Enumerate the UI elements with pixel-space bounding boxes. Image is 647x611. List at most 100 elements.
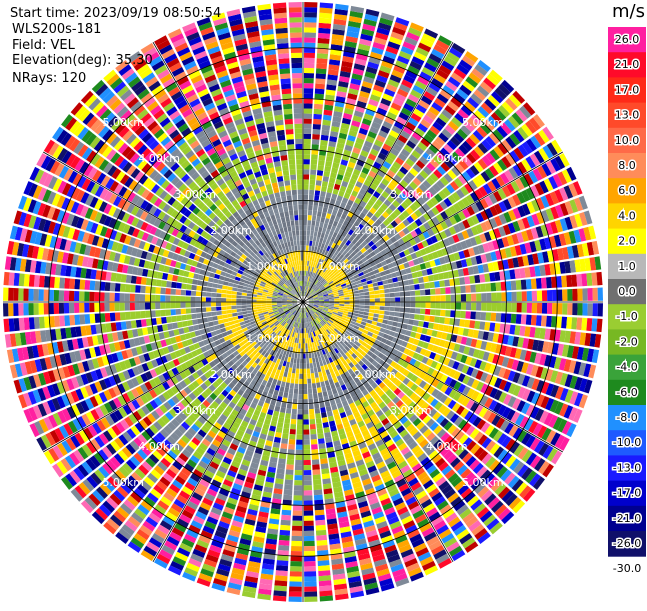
gate-cell <box>339 350 345 356</box>
gate-cell <box>281 438 289 445</box>
gate-cell <box>489 522 503 535</box>
gate-cell <box>382 474 393 484</box>
gate-cell <box>351 476 361 484</box>
gate-cell <box>335 326 341 332</box>
gate-cell <box>375 378 383 386</box>
gate-cell <box>318 371 323 378</box>
gate-cell <box>333 360 339 366</box>
gate-cell <box>344 302 350 305</box>
gate-cell <box>319 302 325 305</box>
gate-cell <box>381 417 390 426</box>
gate-cell <box>360 321 367 326</box>
gate-cell <box>227 282 234 287</box>
gate-cell <box>380 470 391 479</box>
gate-cell <box>320 327 325 333</box>
gate-cell <box>74 279 81 290</box>
gate-cell <box>303 399 308 405</box>
gate-cell <box>218 323 225 329</box>
gate-cell <box>324 431 332 439</box>
gate-cell <box>470 499 483 511</box>
gate-cell <box>405 342 413 350</box>
gate-cell <box>543 412 554 426</box>
gate-cell <box>391 470 402 479</box>
gate-cell <box>289 586 302 592</box>
gate-cell <box>303 348 306 354</box>
gate-cell <box>303 510 314 516</box>
gate-cell <box>212 278 219 284</box>
gate-cell <box>308 398 314 405</box>
gate-cell <box>369 389 377 397</box>
gate-cell <box>372 452 382 460</box>
gate-cell <box>226 298 232 302</box>
gate-cell <box>363 417 372 425</box>
gate-cell <box>443 537 458 549</box>
gate-cell <box>347 349 354 356</box>
gate-cell <box>354 322 361 327</box>
gate-cell <box>69 278 76 290</box>
gate-cell <box>139 294 146 302</box>
gate-cell <box>104 302 110 312</box>
gate-cell <box>18 303 24 316</box>
gate-cell <box>394 371 402 379</box>
gate-cell <box>475 370 484 380</box>
gate-cell <box>574 331 582 345</box>
gate-cell <box>389 353 396 361</box>
gate-cell <box>511 478 524 492</box>
gate-cell <box>407 500 420 511</box>
gate-cell <box>443 450 454 461</box>
gate-cell <box>79 279 86 290</box>
gate-cell <box>512 336 520 347</box>
gate-cell <box>290 551 302 557</box>
gate-cell <box>424 531 437 542</box>
gate-cell <box>392 321 399 327</box>
gate-cell <box>283 423 290 429</box>
gate-cell <box>409 313 415 320</box>
gate-cell <box>231 291 237 295</box>
gate-cell <box>197 280 203 286</box>
gate-cell <box>319 448 327 455</box>
gate-cell <box>341 536 353 544</box>
gate-cell <box>330 361 336 368</box>
gate-cell <box>307 322 310 328</box>
gate-cell <box>175 295 181 302</box>
gate-cell <box>368 497 379 506</box>
gate-cell <box>145 277 152 286</box>
gate-cell <box>297 348 301 354</box>
gate-cell <box>473 503 486 515</box>
gate-cell <box>288 367 293 373</box>
gate-cell <box>491 500 504 513</box>
gate-cell <box>349 379 356 387</box>
gate-cell <box>180 308 187 315</box>
gate-cell <box>170 302 176 309</box>
gate-cell <box>310 321 314 327</box>
gate-cell <box>324 316 330 321</box>
gate-cell <box>323 336 329 343</box>
gate-cell <box>256 302 262 305</box>
gate-cell <box>296 358 300 364</box>
gate-cell <box>448 368 457 378</box>
gate-cell <box>502 334 510 345</box>
gate-cell <box>94 302 100 313</box>
gate-cell <box>140 285 146 294</box>
gate-cell <box>59 315 66 327</box>
gate-cell <box>277 375 283 382</box>
gate-cell <box>330 466 339 474</box>
gate-cell <box>346 343 353 350</box>
gate-cell <box>359 344 366 351</box>
gate-cell <box>471 390 480 401</box>
gate-cell <box>275 565 289 572</box>
gate-cell <box>428 487 440 498</box>
gate-cell <box>453 381 462 391</box>
gate-cell <box>534 327 541 339</box>
gate-cell <box>318 322 323 328</box>
gate-cell <box>317 307 323 311</box>
gate-cell <box>326 329 331 335</box>
gate-cell <box>421 327 428 335</box>
gate-cell <box>397 358 405 366</box>
gate-cell <box>431 330 438 338</box>
gate-cell <box>484 424 495 436</box>
gate-cell <box>397 506 409 516</box>
gate-cell <box>228 278 235 284</box>
gate-cell <box>206 287 212 292</box>
gate-cell <box>390 417 399 426</box>
